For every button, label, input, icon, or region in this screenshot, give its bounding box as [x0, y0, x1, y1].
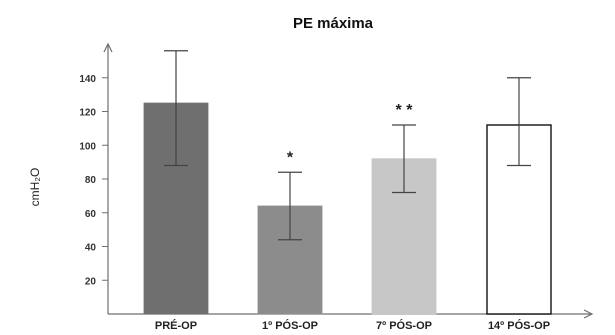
y-tick-label-0: 20: [85, 276, 97, 287]
x-label-3: 14º PÓS-OP: [488, 319, 550, 332]
labels-layer: 20 40 60 80 100 120 140 PRÉ-OP 1º PÓS-OP * 7º PÓS-…: [79, 74, 550, 332]
x-label-2: 7º PÓS-OP: [376, 319, 432, 332]
errors-layer: [164, 50, 531, 241]
y-tick-label-4: 100: [79, 141, 96, 152]
x-label-1: 1º PÓS-OP: [262, 319, 318, 332]
annotation-2: * *: [396, 102, 414, 119]
y-tick-label-5: 120: [79, 108, 96, 119]
x-axis-arrow: [583, 309, 594, 319]
bars-layer: [143, 102, 552, 315]
y-tick-label-3: 80: [85, 175, 97, 186]
y-axis-arrow: [103, 42, 113, 53]
y-tick-label-1: 40: [85, 243, 97, 254]
y-axis-label: cmH₂O: [28, 168, 42, 207]
y-tick-label-2: 60: [85, 209, 97, 220]
annotation-1: *: [287, 149, 294, 166]
chart-title: PE máxima: [293, 15, 374, 32]
x-label-0: PRÉ-OP: [155, 319, 197, 332]
y-tick-label-6: 140: [79, 74, 96, 85]
